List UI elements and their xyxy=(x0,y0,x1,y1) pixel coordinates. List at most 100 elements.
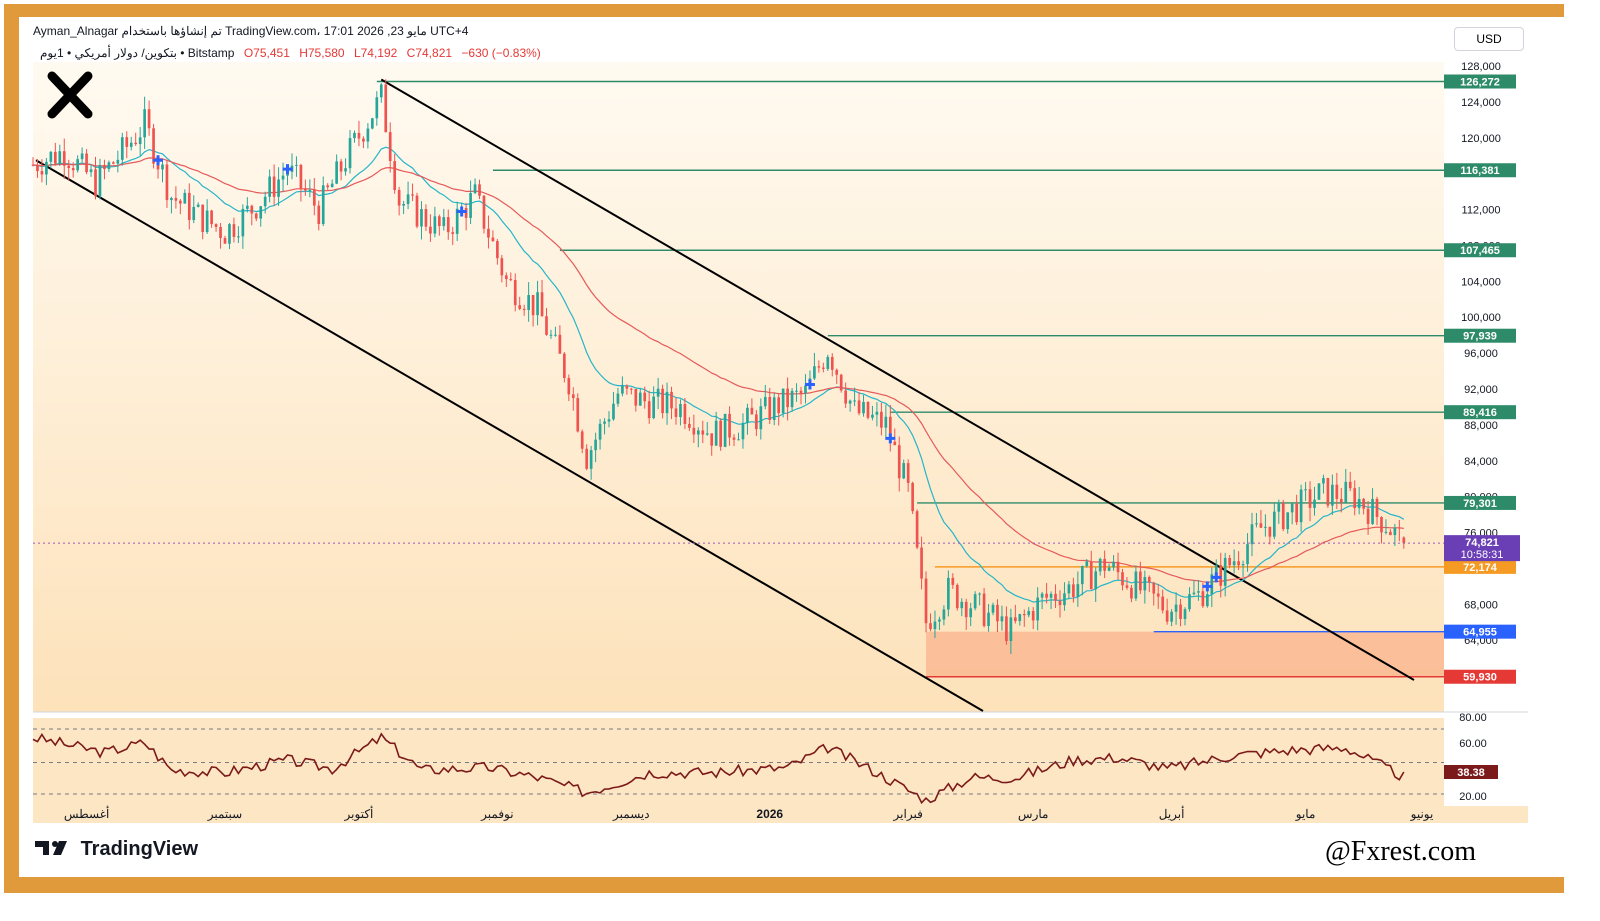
candle-body xyxy=(1192,592,1196,595)
candle-body xyxy=(714,420,718,446)
candle-body xyxy=(192,206,196,221)
candle-body xyxy=(94,169,97,197)
candle-body xyxy=(1174,604,1178,612)
candle-body xyxy=(942,609,946,620)
candle-body xyxy=(616,393,620,404)
candle-body xyxy=(214,224,218,227)
candle-body xyxy=(1183,609,1187,619)
candle-body xyxy=(1237,561,1240,566)
cross-marker-icon xyxy=(1211,572,1222,583)
candle-body xyxy=(237,236,240,238)
time-axis-label: سبتمبر xyxy=(207,807,242,821)
candle-body xyxy=(1188,594,1191,610)
candle-body xyxy=(1076,584,1080,597)
candle-body xyxy=(1156,593,1160,597)
candle-body xyxy=(1072,584,1075,597)
candle-body xyxy=(679,404,682,417)
candle-body xyxy=(750,407,754,415)
rsi-pane-bg xyxy=(33,718,1528,823)
candle-body xyxy=(1339,498,1343,503)
candle-body xyxy=(161,164,164,170)
candle-body xyxy=(1357,498,1361,509)
candle-body xyxy=(1295,503,1298,523)
candle-body xyxy=(36,165,39,172)
candle-body xyxy=(411,194,414,196)
candle-body xyxy=(862,402,865,414)
candle-body xyxy=(911,482,914,512)
level-price-label: 126,272 xyxy=(1460,77,1500,89)
candle-body xyxy=(330,183,334,188)
candle-body xyxy=(1331,484,1334,506)
tradingview-logo[interactable]: TradingView xyxy=(35,838,198,861)
candle-body xyxy=(335,161,338,184)
candle-body xyxy=(80,153,84,160)
candle-body xyxy=(866,402,870,418)
candle-body xyxy=(518,305,522,309)
candle-body xyxy=(1161,596,1165,611)
cross-marker-icon xyxy=(804,379,815,390)
candle-body xyxy=(585,448,589,469)
candle-body xyxy=(1223,557,1227,586)
candle-body xyxy=(799,390,803,394)
candle-body xyxy=(692,427,696,435)
candle-body xyxy=(1241,564,1245,566)
candle-body xyxy=(1259,523,1263,528)
candle-body xyxy=(375,97,379,119)
candle-body xyxy=(1201,591,1205,607)
candle-body xyxy=(1371,498,1374,524)
candle-body xyxy=(1103,558,1106,571)
candle-body xyxy=(85,153,88,173)
candle-body xyxy=(170,197,173,201)
support-zone xyxy=(926,631,1444,677)
candle-body xyxy=(125,137,129,147)
candle-body xyxy=(763,396,767,407)
price-tick-label: 84,000 xyxy=(1464,456,1498,468)
candle-body xyxy=(1272,511,1276,537)
candle-body xyxy=(232,224,236,237)
candle-body xyxy=(728,413,731,438)
candle-body xyxy=(1080,566,1084,585)
candle-body xyxy=(250,205,254,214)
price-tick-label: 68,000 xyxy=(1464,599,1498,611)
candle-body xyxy=(420,209,423,227)
candle-body xyxy=(978,593,981,595)
candle-body xyxy=(571,394,575,399)
candle-body xyxy=(1067,584,1071,594)
candle-body xyxy=(1255,523,1258,525)
candle-body xyxy=(156,163,160,170)
candle-body xyxy=(603,421,606,424)
candle-body xyxy=(665,391,669,414)
candle-body xyxy=(353,132,356,139)
candle-body xyxy=(406,194,410,204)
candle-body xyxy=(567,377,571,395)
candle-body xyxy=(304,188,307,191)
candle-body xyxy=(1228,557,1232,566)
candle-body xyxy=(179,200,182,204)
candle-body xyxy=(357,132,361,139)
candle-body xyxy=(683,404,687,424)
candle-body xyxy=(433,216,437,234)
candle-body xyxy=(1058,600,1062,606)
candle-body xyxy=(844,390,848,404)
ema-slow-line xyxy=(32,157,1404,583)
candle-body xyxy=(880,411,883,428)
time-axis-label: مارس xyxy=(1018,807,1049,821)
candle-body xyxy=(688,423,691,428)
candle-body xyxy=(1085,561,1089,567)
candle-body xyxy=(1031,611,1035,621)
time-axis-label: نوفمبر xyxy=(480,807,513,821)
low-value: L74,192 xyxy=(353,46,398,60)
candle-body xyxy=(964,601,968,618)
candle-body xyxy=(1304,489,1307,491)
currency-selector[interactable]: USD xyxy=(1454,27,1524,51)
candle-body xyxy=(1299,489,1303,523)
candle-body xyxy=(826,356,830,369)
candle-body xyxy=(1063,593,1066,606)
last-price-label: 74,821 xyxy=(1465,537,1499,549)
candle-body xyxy=(786,388,789,408)
candle-body xyxy=(219,226,222,239)
candle-body xyxy=(973,594,977,609)
candle-body xyxy=(674,408,678,417)
symbol-name[interactable]: بتكوين/ دولار أمريكي • 1يوم • Bitstamp xyxy=(40,46,235,60)
